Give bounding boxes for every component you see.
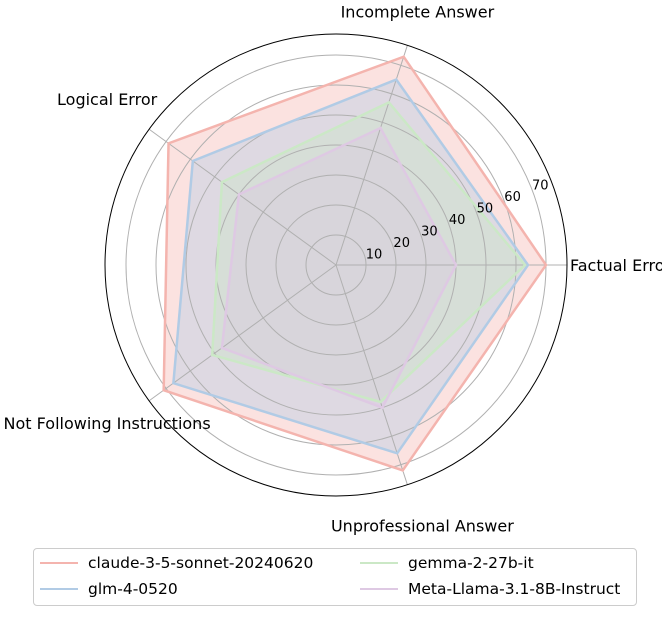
- series-line-3: [220, 126, 458, 410]
- tick-label-60: 60: [504, 190, 521, 205]
- spoke-2: [148, 128, 337, 266]
- series-fill-2: [212, 102, 525, 402]
- tick-label-70: 70: [532, 179, 549, 194]
- legend-item-llama: Meta-Llama-3.1-8B-Instruct: [360, 580, 620, 598]
- legend-item-gemma: gemma-2-27b-it: [360, 554, 534, 572]
- series-line-1: [172, 78, 530, 455]
- series-line-2: [210, 100, 527, 404]
- axis-label-not-following-instructions: Not Following Instructions: [4, 414, 211, 433]
- tick-label-30: 30: [421, 225, 438, 240]
- legend-label-claude: claude-3-5-sonnet-20240620: [88, 554, 314, 572]
- legend-item-claude: claude-3-5-sonnet-20240620: [40, 554, 313, 572]
- legend: claude-3-5-sonnet-20240620 glm-4-0520 ge…: [33, 548, 637, 606]
- legend-swatch-claude: [40, 562, 78, 564]
- tick-label-10: 10: [366, 248, 383, 263]
- tick-label-50: 50: [477, 202, 494, 217]
- radar-chart: 10 20 30 40 50 60 70 Factual Error Incomplete An…: [4, 2, 662, 536]
- legend-swatch-gemma: [360, 562, 398, 564]
- legend-swatch-glm: [40, 588, 78, 590]
- spoke-1: [335, 45, 408, 266]
- outer-frame: [104, 33, 568, 497]
- tick-label-20: 20: [393, 236, 410, 251]
- spoke-3: [148, 264, 337, 402]
- legend-swatch-llama: [360, 588, 398, 590]
- legend-item-glm: glm-4-0520: [40, 580, 178, 598]
- series-line-0: [162, 55, 548, 472]
- axis-label-factual-error: Factual Error: [570, 256, 662, 275]
- axis-label-incomplete-answer: Incomplete Answer: [341, 2, 495, 21]
- series-fill-3: [221, 128, 456, 408]
- legend-label-llama: Meta-Llama-3.1-8B-Instruct: [408, 580, 621, 598]
- axis-label-unprofessional-answer: Unprofessional Answer: [331, 517, 514, 536]
- tick-label-40: 40: [449, 213, 466, 228]
- legend-label-glm: glm-4-0520: [88, 580, 178, 598]
- legend-label-gemma: gemma-2-27b-it: [408, 554, 534, 572]
- axis-label-logical-error: Logical Error: [57, 90, 158, 109]
- spoke-4: [335, 264, 408, 485]
